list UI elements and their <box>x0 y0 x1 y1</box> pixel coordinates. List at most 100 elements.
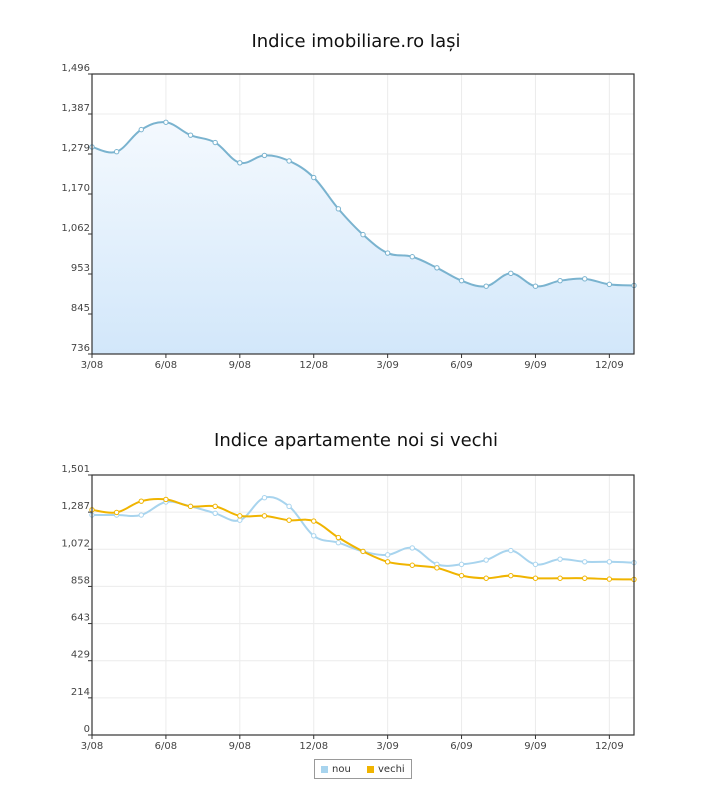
data-point <box>582 575 588 581</box>
data-point <box>187 503 194 510</box>
data-point <box>286 517 292 523</box>
y-tick-label: 1,062 <box>61 223 90 234</box>
data-point <box>237 160 243 166</box>
data-point <box>606 281 613 288</box>
data-point <box>483 283 489 289</box>
data-point <box>237 517 243 523</box>
data-point <box>606 576 613 582</box>
x-tick-label: 6/08 <box>155 360 177 371</box>
data-point <box>335 534 342 541</box>
y-tick-label: 643 <box>71 613 90 624</box>
data-point <box>483 575 489 581</box>
data-point <box>508 270 514 277</box>
y-tick-label: 214 <box>71 687 90 698</box>
data-point <box>384 552 391 558</box>
data-point <box>582 559 588 565</box>
y-tick-label: 1,279 <box>61 143 90 154</box>
data-point <box>113 149 120 155</box>
x-tick-label: 3/09 <box>376 360 398 371</box>
data-point <box>557 556 563 562</box>
legend: nou vechi <box>314 759 412 779</box>
data-point <box>311 518 317 524</box>
data-point <box>409 562 415 568</box>
x-tick-label: 12/08 <box>299 360 328 371</box>
x-tick-label: 6/08 <box>155 741 177 750</box>
data-point <box>434 565 440 571</box>
data-point <box>557 575 563 581</box>
data-point <box>409 254 415 260</box>
data-point <box>311 174 317 181</box>
data-point <box>335 540 342 546</box>
data-point <box>286 503 292 510</box>
x-tick-label: 12/08 <box>299 741 328 750</box>
data-point <box>138 512 144 518</box>
plot-frame <box>91 474 635 736</box>
y-tick-label: 845 <box>71 303 90 314</box>
y-tick-label: 1,170 <box>61 183 90 194</box>
y-tick-label: 1,387 <box>61 103 90 114</box>
plot-frame <box>91 73 635 355</box>
y-tick-label: 0 <box>84 724 90 735</box>
x-tick-label: 3/09 <box>376 741 398 750</box>
data-point <box>286 158 292 164</box>
data-point <box>360 231 366 238</box>
x-tick-label: 9/08 <box>229 741 251 750</box>
data-point <box>237 513 243 519</box>
data-point <box>532 575 539 581</box>
chart-apartamente-noi-vechi: Indice apartamente noi si vechi 1,501 1,2… <box>0 410 712 800</box>
legend-swatch <box>367 765 374 773</box>
y-tick-label: 1,072 <box>61 538 90 549</box>
data-point <box>187 132 194 138</box>
x-tick-label: 12/09 <box>595 360 624 371</box>
data-point <box>434 265 440 271</box>
y-tick-label: 429 <box>71 650 90 661</box>
y-tick-label: 736 <box>71 343 90 354</box>
data-point <box>311 533 317 539</box>
data-point <box>483 557 489 563</box>
legend-label: nou <box>332 764 351 775</box>
data-point <box>138 498 144 504</box>
chart-imobiliare-iasi: Indice imobiliare.ro Iași 1,496 1,387 1,27… <box>0 0 712 380</box>
legend-label: vechi <box>378 764 405 775</box>
series-area <box>92 122 634 354</box>
legend-swatch <box>321 765 328 773</box>
data-point <box>532 283 539 289</box>
data-point <box>163 496 169 503</box>
chart-title: Indice imobiliare.ro Iași <box>251 31 461 52</box>
x-tick-label: 9/09 <box>524 360 546 371</box>
y-tick-label: 1,501 <box>61 464 90 475</box>
chart-plot-area: 1,501 1,287 1,072 858 643 429 214 0 3/08 6/08 9/08… <box>61 464 637 750</box>
data-point <box>212 510 218 516</box>
data-point <box>582 276 588 282</box>
data-point <box>458 572 465 579</box>
data-point <box>532 561 539 568</box>
chart-title: Indice apartamente noi si vechi <box>214 430 498 451</box>
x-tick-label: 9/09 <box>524 741 546 750</box>
data-point <box>458 277 465 284</box>
data-point <box>360 548 366 555</box>
data-point <box>557 277 563 284</box>
data-point <box>163 119 169 125</box>
x-tick-label: 3/08 <box>81 360 103 371</box>
y-tick-label: 1,496 <box>61 63 90 74</box>
y-tick-label: 1,287 <box>61 501 90 512</box>
legend-item-nou[interactable]: nou <box>321 764 351 775</box>
data-point <box>409 545 415 551</box>
legend-item-vechi[interactable]: vechi <box>367 764 405 775</box>
data-point <box>261 152 268 159</box>
data-point <box>138 126 144 133</box>
data-point <box>606 559 613 565</box>
data-point <box>113 509 120 516</box>
data-point <box>508 572 514 579</box>
data-point <box>458 561 465 568</box>
x-tick-label: 6/09 <box>450 741 472 750</box>
x-tick-label: 6/09 <box>450 360 472 371</box>
data-point <box>212 139 218 146</box>
series-line <box>91 497 635 581</box>
data-point <box>384 559 391 565</box>
series-line <box>92 496 635 567</box>
x-tick-label: 9/08 <box>229 360 251 371</box>
data-point <box>261 513 268 519</box>
x-tick-label: 12/09 <box>595 741 624 750</box>
data-point <box>335 206 342 212</box>
